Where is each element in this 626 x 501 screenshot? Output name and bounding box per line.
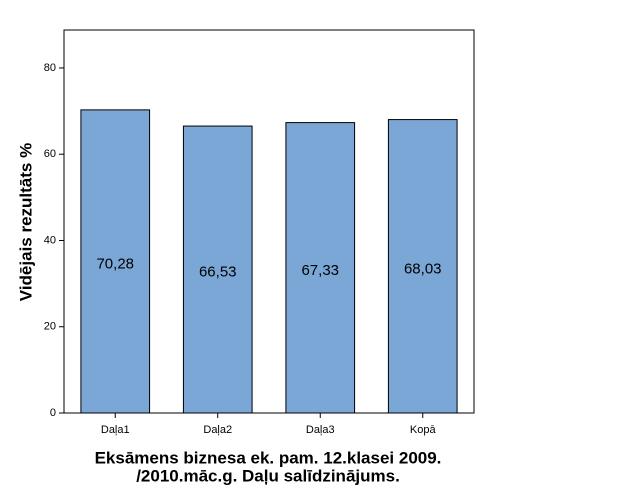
y-tick-label: 40 [44, 234, 56, 246]
bar [285, 122, 356, 414]
y-axis-label: Vidējais rezultāts % [16, 143, 35, 301]
value-label: 67,33 [301, 262, 339, 279]
x-axis-label: /2010.māc.g. Daļu salīdzinājums. [136, 466, 400, 485]
x-tick-label: Daļa3 [306, 424, 335, 436]
bar [387, 119, 458, 414]
y-tick-label: 80 [44, 62, 56, 74]
y-tick-label: 20 [44, 321, 56, 333]
y-tick-label: 0 [50, 407, 56, 419]
value-label: 68,03 [404, 260, 442, 277]
x-tick-label: Daļa2 [203, 424, 232, 436]
bar [80, 109, 151, 414]
x-tick-label: Kopā [410, 424, 437, 436]
value-label: 66,53 [199, 263, 237, 280]
x-axis-label: Eksāmens biznesa ek. pam. 12.klasei 2009… [95, 448, 442, 467]
x-tick-label: Daļa1 [101, 424, 130, 436]
value-label: 70,28 [96, 255, 134, 272]
y-tick-label: 60 [44, 148, 56, 160]
bar [182, 125, 253, 414]
